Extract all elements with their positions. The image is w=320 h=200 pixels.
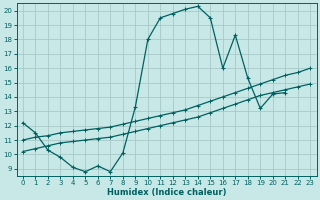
X-axis label: Humidex (Indice chaleur): Humidex (Indice chaleur) xyxy=(107,188,226,197)
